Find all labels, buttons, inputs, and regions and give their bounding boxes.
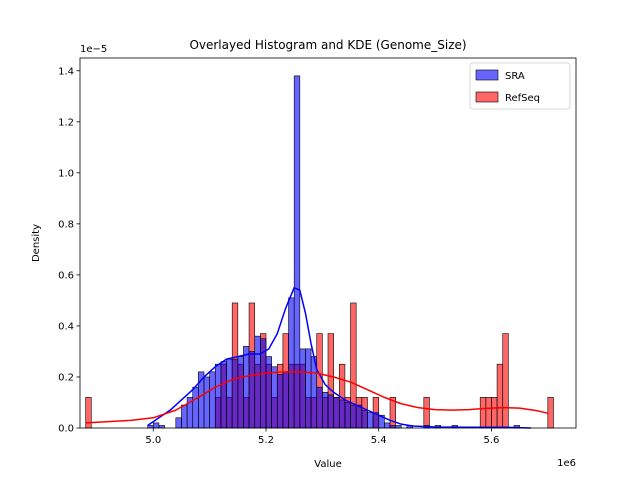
legend: SRA RefSeq	[469, 62, 571, 110]
y-tick-label: 0.4	[58, 321, 74, 332]
y-tick-label: 0.8	[58, 219, 74, 230]
sra-histogram-bar	[248, 351, 256, 429]
refseq-histogram-bar	[423, 397, 430, 429]
sra-histogram-bar	[322, 391, 329, 429]
legend-swatch-sra	[475, 69, 499, 81]
sra-histogram-bar	[192, 386, 199, 429]
y-tick-label: 0.0	[58, 424, 74, 435]
sra-bars	[147, 75, 520, 429]
axes-frame	[79, 57, 577, 429]
sra-kde-line	[147, 286, 531, 429]
sra-histogram-bar	[333, 397, 340, 429]
y-axis: 0.0 0.2 0.4 0.6 0.8 1.0 1.2 1.4	[58, 66, 80, 435]
sra-histogram-bar	[231, 358, 239, 429]
sra-histogram-bar	[316, 386, 323, 429]
sra-histogram-bar	[305, 348, 312, 429]
sra-histogram-bar	[367, 412, 374, 429]
sra-histogram-bar	[344, 402, 351, 429]
x-tick-label: 5.6	[484, 435, 500, 446]
x-tick-label: 5.2	[258, 435, 274, 446]
sra-histogram-bar	[203, 376, 210, 429]
y-tick-label: 0.6	[58, 270, 74, 281]
sra-histogram-bar	[299, 348, 306, 429]
sra-histogram-bar	[214, 363, 222, 429]
refseq-histogram-bar	[479, 397, 487, 429]
legend-swatch-refseq	[475, 91, 499, 103]
refseq-histogram-bar	[502, 333, 509, 429]
sra-histogram-bar	[220, 361, 227, 429]
y-tick-label: 0.2	[58, 372, 74, 383]
refseq-histogram-bar	[485, 397, 492, 429]
x-axis: 5.0 5.2 5.4 5.6	[145, 428, 499, 446]
sra-histogram-bar	[288, 297, 295, 429]
refseq-histogram-bar	[496, 363, 504, 429]
y-offset-label: 1e−5	[80, 44, 107, 55]
legend-label-refseq: RefSeq	[505, 93, 540, 104]
sra-histogram-bar	[350, 404, 357, 429]
y-axis-label: Density	[31, 224, 42, 262]
kde-lines	[85, 286, 548, 429]
x-offset-label: 1e6	[557, 458, 576, 469]
refseq-kde-line	[85, 371, 548, 424]
sra-histogram-bar	[226, 358, 233, 429]
sra-histogram-bar	[271, 366, 278, 429]
refseq-histogram-bar	[491, 397, 498, 429]
y-tick-label: 1.2	[58, 117, 74, 128]
chart-title: Overlayed Histogram and KDE (Genome_Size…	[189, 38, 466, 52]
sra-histogram-bar	[265, 356, 272, 429]
sra-histogram-bar	[327, 394, 334, 429]
legend-label-sra: SRA	[505, 71, 525, 82]
x-axis-label: Value	[314, 459, 341, 470]
x-tick-label: 5.4	[371, 435, 387, 446]
sra-histogram-bar	[181, 404, 188, 429]
sra-histogram-bar	[209, 371, 216, 429]
sra-histogram-bar	[355, 404, 363, 429]
sra-histogram-bar	[361, 409, 368, 429]
sra-histogram-bar	[152, 422, 160, 429]
sra-histogram-bar	[237, 356, 244, 429]
plot-area	[79, 57, 577, 429]
sra-histogram-bar	[293, 75, 301, 429]
sra-histogram-bar	[175, 417, 182, 429]
sra-histogram-bar	[276, 374, 284, 429]
sra-histogram-bar	[282, 371, 289, 429]
sra-histogram-bar	[254, 335, 261, 429]
sra-histogram-bar	[243, 346, 250, 429]
refseq-histogram-bar	[547, 397, 554, 429]
y-tick-label: 1.4	[58, 66, 74, 77]
sra-histogram-bar	[338, 399, 346, 429]
y-tick-label: 1.0	[58, 168, 74, 179]
x-tick-label: 5.0	[145, 435, 161, 446]
sra-histogram-bar	[384, 422, 391, 429]
